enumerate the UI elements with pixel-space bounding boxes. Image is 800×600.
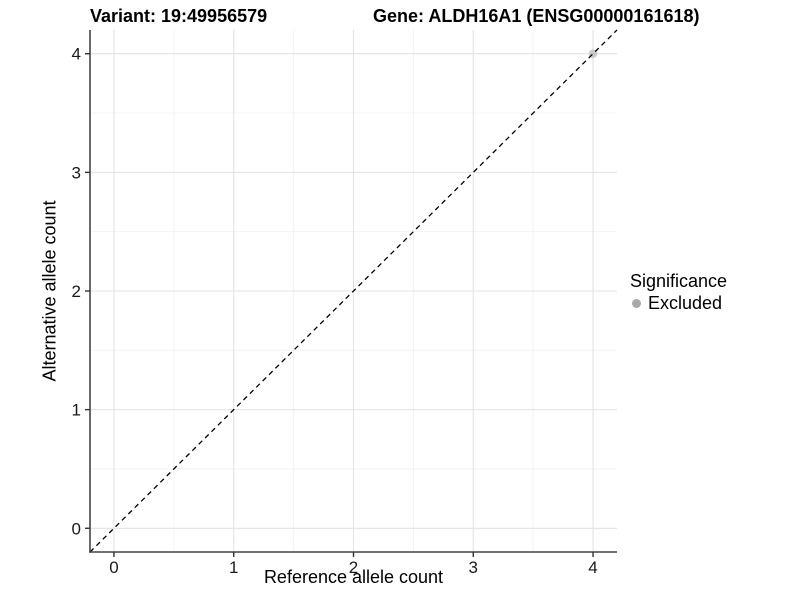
x-tick-label: 2 (349, 558, 358, 577)
x-tick-label: 4 (588, 558, 597, 577)
y-tick-label: 1 (72, 401, 81, 420)
y-axis-label: Alternative allele count (39, 200, 60, 382)
legend-title: Significance (630, 271, 728, 291)
x-tick-label: 3 (469, 558, 478, 577)
x-axis-label: Reference allele count (263, 567, 444, 587)
legend-item: Excluded (630, 293, 727, 314)
y-tick-label: 0 (72, 519, 81, 538)
legend-item-label: Excluded (648, 293, 723, 313)
x-tick-label: 1 (229, 558, 238, 577)
x-tick-label: 0 (109, 558, 118, 577)
legend: Significance Excluded (630, 271, 727, 314)
legend-items: Excluded (630, 293, 727, 314)
legend-point-icon (632, 299, 641, 308)
y-tick-label: 2 (72, 282, 81, 301)
variant-title: Variant: 19:49956579 (90, 6, 268, 26)
y-tick-label: 4 (72, 45, 81, 64)
identity-dashed-line (89, 29, 618, 553)
gene-title: Gene: ALDH16A1 (ENSG00000161618) (373, 6, 700, 26)
y-tick-label: 3 (72, 163, 81, 182)
